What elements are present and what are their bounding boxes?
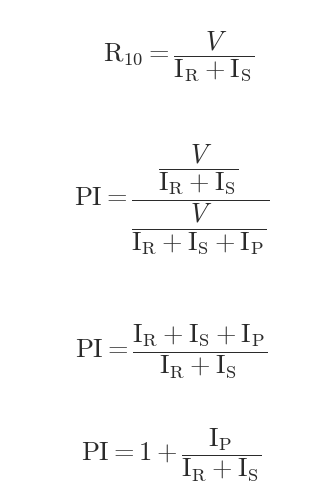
Text: $\mathrm{R}_{10}  =  \dfrac{V}{\mathrm{I_R} + \mathrm{I_S}}$: $\mathrm{R}_{10} = \dfrac{V}{\mathrm{I_R… [103, 29, 254, 83]
Text: $\mathrm{PI} = \dfrac{\dfrac{V}{\mathrm{I_R} + \mathrm{I_S}}}{\dfrac{V}{\mathrm{: $\mathrm{PI} = \dfrac{\dfrac{V}{\mathrm{… [74, 142, 270, 256]
Text: $\mathrm{PI} = \dfrac{\mathrm{I_R} + \mathrm{I_S} + \mathrm{I_P}}{\mathrm{I_R} +: $\mathrm{PI} = \dfrac{\mathrm{I_R} + \ma… [75, 323, 268, 380]
Text: $\mathrm{PI} = 1 + \dfrac{\mathrm{I_P}}{\mathrm{I_R} + \mathrm{I_S}}$: $\mathrm{PI} = 1 + \dfrac{\mathrm{I_P}}{… [81, 426, 262, 483]
